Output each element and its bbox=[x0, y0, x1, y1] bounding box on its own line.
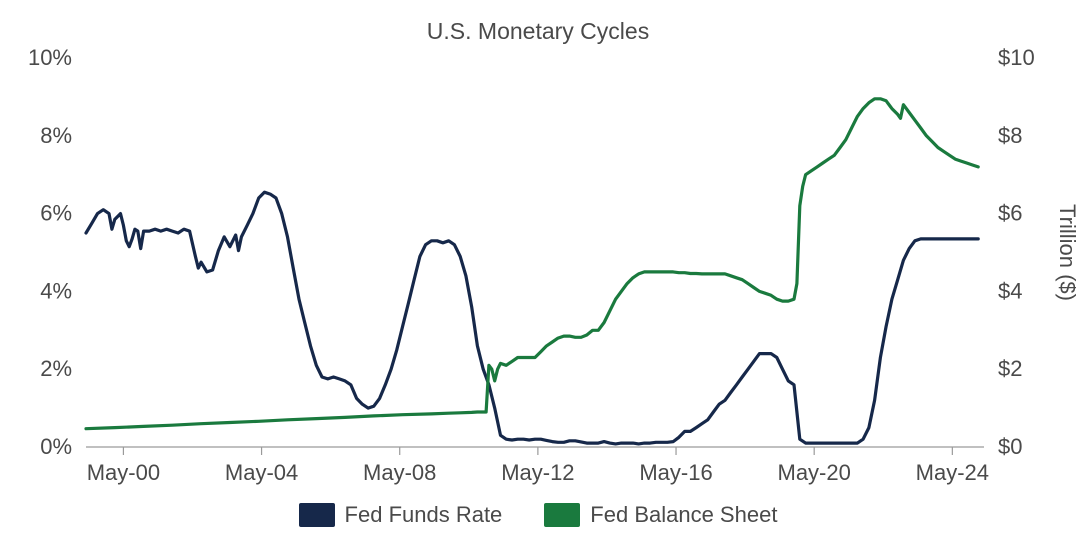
y-right-tick-label: $0 bbox=[998, 434, 1022, 459]
y-right-tick-label: $8 bbox=[998, 123, 1022, 148]
y-right-axis-title: Trillion ($) bbox=[1055, 204, 1076, 301]
x-tick-label: May-04 bbox=[225, 460, 298, 485]
y-left-tick-label: 10% bbox=[28, 45, 72, 70]
y-left-tick-label: 8% bbox=[40, 123, 72, 148]
series-line bbox=[86, 99, 978, 429]
legend-label: Fed Funds Rate bbox=[345, 502, 503, 528]
x-tick-label: May-24 bbox=[916, 460, 989, 485]
legend-item: Fed Balance Sheet bbox=[544, 502, 777, 528]
x-tick-label: May-08 bbox=[363, 460, 436, 485]
x-tick-label: May-16 bbox=[639, 460, 712, 485]
monetary-cycles-chart: U.S. Monetary Cycles May-00May-04May-08M… bbox=[0, 0, 1076, 554]
legend-label: Fed Balance Sheet bbox=[590, 502, 777, 528]
y-left-tick-label: 6% bbox=[40, 201, 72, 226]
y-right-tick-label: $10 bbox=[998, 45, 1035, 70]
legend-swatch bbox=[299, 503, 335, 527]
legend-item: Fed Funds Rate bbox=[299, 502, 503, 528]
y-right-tick-label: $4 bbox=[998, 278, 1022, 303]
x-tick-label: May-00 bbox=[87, 460, 160, 485]
chart-legend: Fed Funds Rate Fed Balance Sheet bbox=[0, 502, 1076, 528]
chart-plot-area: May-00 May-04 May-08 May-12 May-16 May-20 May-… bbox=[0, 0, 1076, 554]
x-tick-label: May-12 bbox=[501, 460, 574, 485]
y-right-tick-label: $6 bbox=[998, 201, 1022, 226]
y-left-tick-label: 2% bbox=[40, 356, 72, 381]
y-left-tick-label: 4% bbox=[40, 278, 72, 303]
x-tick-label: May-20 bbox=[778, 460, 851, 485]
y-left-tick-label: 0% bbox=[40, 434, 72, 459]
legend-swatch bbox=[544, 503, 580, 527]
series-line bbox=[86, 192, 978, 444]
y-right-tick-label: $2 bbox=[998, 356, 1022, 381]
